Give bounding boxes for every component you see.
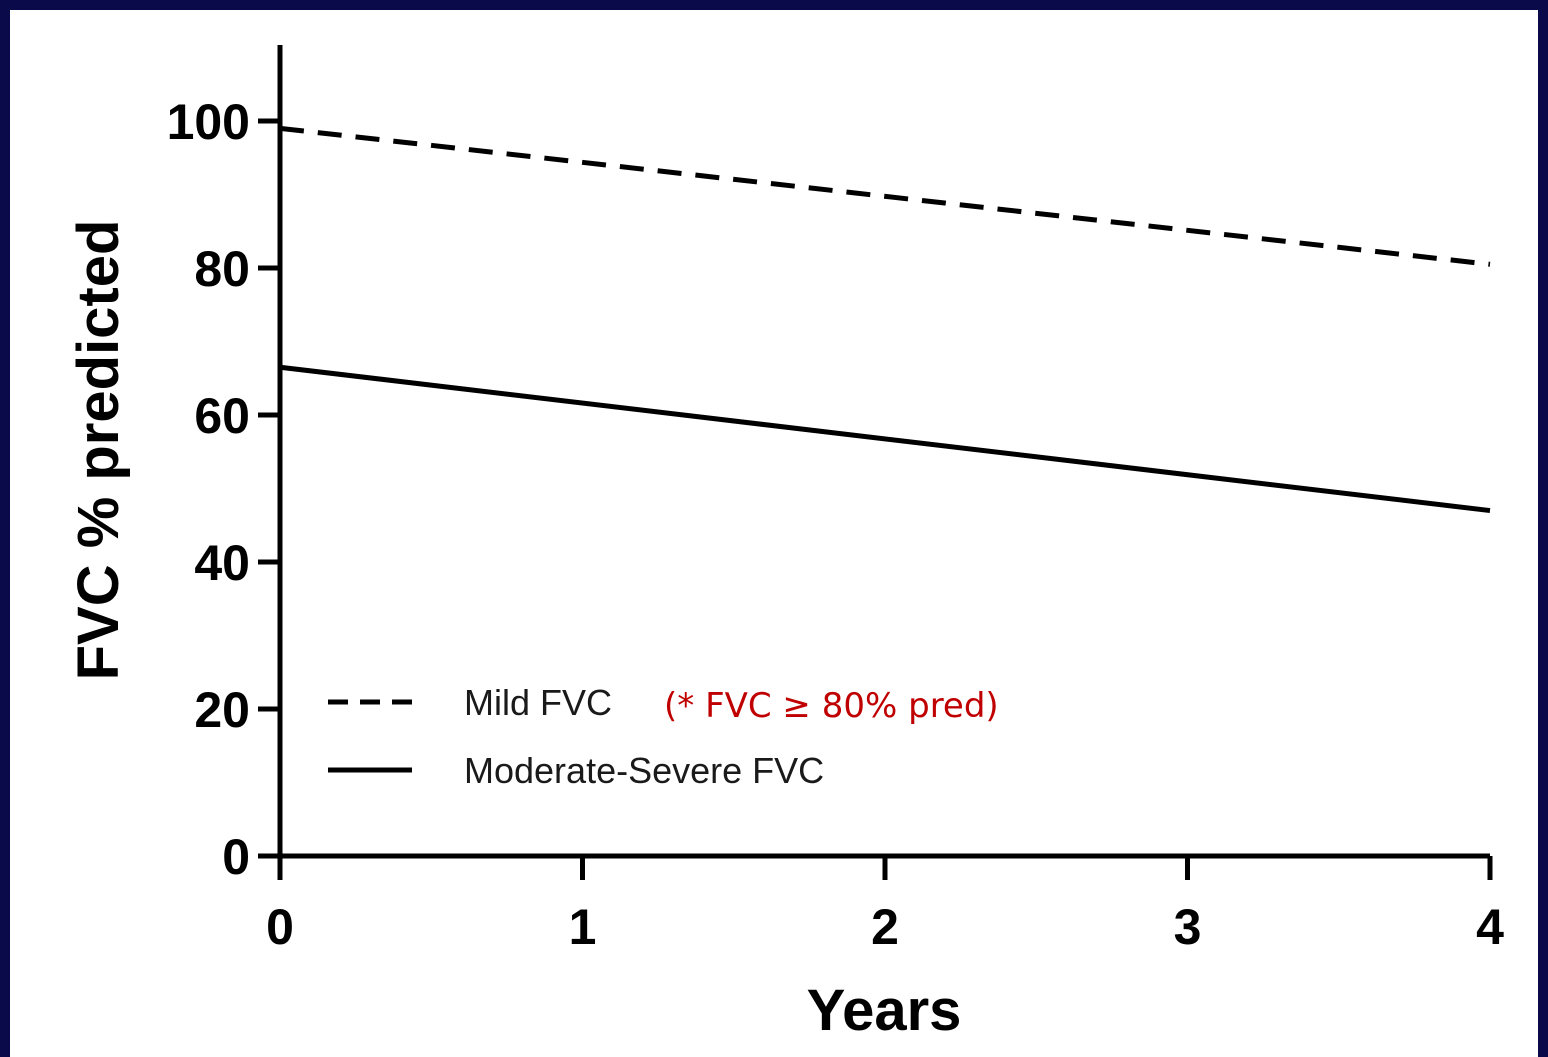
y-tick-label: 20 xyxy=(194,682,250,738)
legend: Mild FVC (* FVC ≥ 80% pred) Moderate-Sev… xyxy=(328,682,999,791)
legend-note-mild-threshold: (* FVC ≥ 80% pred) xyxy=(664,686,999,726)
x-tick-label: 2 xyxy=(871,899,899,955)
x-tick-label: 1 xyxy=(569,899,597,955)
legend-label-moderate-severe: Moderate-Severe FVC xyxy=(464,750,824,791)
x-tick-label: 4 xyxy=(1476,899,1504,955)
y-tick-label: 40 xyxy=(194,535,250,591)
x-axis-title: Years xyxy=(807,978,962,1043)
series-line-mild xyxy=(279,125,1491,267)
x-tick-label: 3 xyxy=(1174,899,1202,955)
series-layer xyxy=(279,125,1491,514)
y-tick-label: 80 xyxy=(194,241,250,297)
x-tick-label: 0 xyxy=(266,899,294,955)
y-tick-label: 100 xyxy=(167,94,250,150)
axes: 0 20 40 60 80 100 0 1 2 3 4 xyxy=(167,45,1504,955)
y-tick-label: 0 xyxy=(222,829,250,885)
y-axis-title: FVC % predicted xyxy=(66,220,131,681)
series-line-moderate-severe xyxy=(279,364,1491,514)
legend-label-mild: Mild FVC xyxy=(464,682,612,723)
y-tick-label: 60 xyxy=(194,388,250,444)
